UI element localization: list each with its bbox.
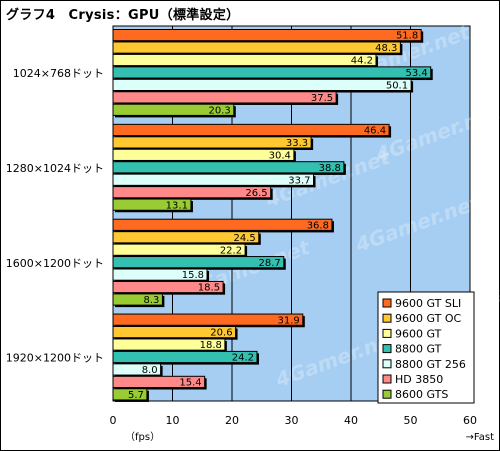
legend-swatch [382, 313, 392, 323]
x-tick-label: 50 [404, 414, 418, 427]
legend-label: 9600 GT SLI [395, 297, 461, 310]
bar [112, 186, 272, 199]
legend-label: 8800 GT 256 [395, 358, 466, 371]
legend-label: 8600 GTS [395, 388, 448, 401]
bar-value-label: 37.5 [311, 93, 333, 104]
bar-value-label: 8.3 [143, 295, 159, 306]
bar-value-label: 8.0 [142, 365, 158, 376]
bar-value-label: 20.6 [210, 328, 232, 339]
bar-value-label: 51.8 [396, 31, 418, 42]
legend-swatch [382, 359, 392, 369]
x-tick-label: 20 [225, 414, 239, 427]
category-label: 1600×1200ドット [6, 257, 104, 270]
bar-value-label: 33.3 [286, 138, 308, 149]
bar [112, 41, 401, 54]
legend-swatch [382, 344, 392, 354]
bar [112, 103, 235, 116]
bar-value-label: 15.4 [179, 378, 201, 389]
bar [112, 29, 422, 42]
bar [112, 268, 208, 281]
bar-labels-layer: 51.848.344.2 53.4 50.1 37.5 20.3 46.4 33.330.4… [128, 31, 428, 401]
bar [112, 388, 148, 401]
bar [112, 148, 295, 161]
bar [112, 123, 390, 137]
bar-value-label: 30.4 [269, 150, 291, 161]
legend: 9600 GT SLI 9600 GT OC 9600 GT 8800 GT 8800 … [377, 291, 475, 404]
legend-label: HD 3850 [395, 373, 443, 386]
bar-value-label: 36.8 [307, 220, 329, 231]
bar-value-label: 18.5 [198, 283, 220, 294]
bar-value-label: 13.1 [166, 200, 188, 211]
bar-value-label: 53.4 [405, 68, 427, 79]
bar [112, 256, 285, 269]
bar [112, 173, 315, 186]
bar-value-label: 50.1 [386, 81, 408, 92]
chart-title: グラフ4 Crysis：GPU（標準設定） [6, 8, 240, 23]
x-axis-label: （fps） [125, 431, 160, 443]
bar [112, 218, 333, 231]
bar-value-label: 24.2 [232, 353, 254, 364]
legend-label: 9600 GT [395, 327, 442, 340]
bar [112, 375, 206, 388]
bar-value-label: 28.7 [258, 258, 280, 269]
bar-value-label: 24.5 [234, 233, 256, 244]
legend-label: 8800 GT [395, 343, 442, 356]
bar [112, 53, 377, 67]
bar-value-label: 20.3 [209, 105, 231, 116]
legend-label: 9600 GT OC [395, 312, 461, 325]
category-labels: 1024×768ドット 1280×1024ドット 1600×1200ドット 1920×… [6, 67, 104, 365]
x-tick-label: 40 [344, 414, 358, 427]
bar-value-label: 46.4 [364, 126, 386, 137]
x-axis-ticks: 0 10 20 30 40 50 60 [110, 414, 478, 427]
legend-swatch [382, 298, 392, 308]
x-tick-label: 10 [166, 414, 180, 427]
bar-value-label: 22.2 [220, 245, 242, 256]
bar-value-label: 26.5 [245, 188, 267, 199]
bar [112, 161, 345, 174]
bar [112, 280, 224, 294]
bar [112, 243, 246, 256]
bar [112, 198, 192, 211]
bar [112, 293, 163, 306]
legend-swatch [382, 374, 392, 384]
bar-value-label: 18.8 [200, 340, 222, 351]
bar-value-label: 44.2 [351, 56, 373, 67]
bar-value-label: 38.8 [319, 163, 341, 174]
bar [112, 313, 304, 326]
bars-layer [112, 29, 433, 402]
bar [112, 338, 226, 351]
bar [112, 326, 237, 339]
bar [112, 66, 432, 79]
legend-swatch [382, 389, 392, 399]
x-tick-label: 60 [463, 414, 477, 427]
x-tick-label: 0 [110, 414, 117, 427]
bar-value-label: 33.7 [288, 175, 310, 186]
bar [112, 350, 258, 364]
legend-swatch [382, 328, 392, 338]
bar-value-label: 48.3 [375, 43, 397, 54]
legend-box [377, 291, 475, 404]
bar-value-label: 5.7 [128, 390, 144, 401]
bar [112, 78, 412, 92]
bar [112, 91, 337, 104]
category-label: 1920×1200ドット [6, 352, 104, 365]
x-tick-label: 30 [285, 414, 299, 427]
bar [112, 231, 260, 244]
x-axis-label-right: →Fast [466, 432, 495, 443]
category-label: 1024×768ドット [13, 67, 104, 80]
bar-value-label: 15.8 [182, 270, 204, 281]
category-label: 1280×1024ドット [6, 162, 104, 175]
bar-value-label: 31.9 [278, 315, 300, 326]
bar [112, 363, 162, 376]
bar [112, 136, 312, 149]
